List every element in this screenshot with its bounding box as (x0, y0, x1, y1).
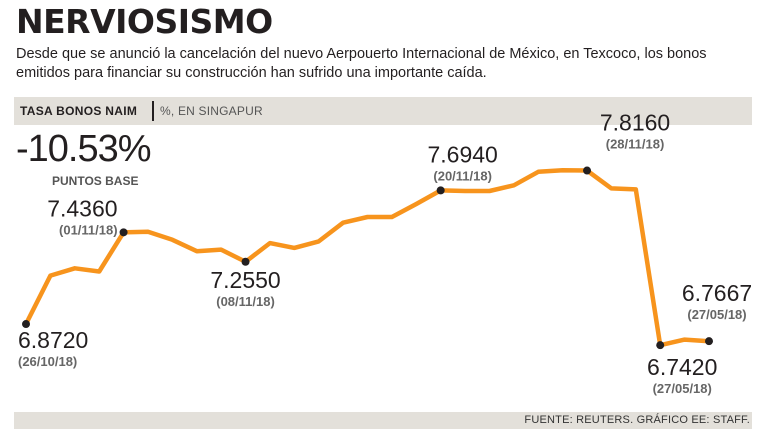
source-band (14, 412, 752, 429)
data-point-marker (583, 166, 592, 175)
data-value-label: 7.4360 (47, 195, 117, 221)
chart-title: NERVIOSISMO (16, 2, 273, 41)
data-date-label: (20/11/18) (433, 168, 492, 183)
data-value-label: 7.8160 (600, 110, 670, 136)
chart-subtitle: Desde que se anunció la cancelación del … (16, 46, 707, 81)
data-date-label: (28/11/18) (606, 137, 665, 152)
data-point-marker (22, 320, 30, 329)
source-note: FUENTE: REUTERS. GRÁFICO EE: STAFF. (524, 414, 750, 426)
change-unit: PUNTOS BASE (52, 174, 139, 188)
data-date-label: (08/11/18) (216, 294, 275, 309)
data-point-marker (705, 337, 713, 346)
data-point-marker (656, 341, 665, 350)
header-band (14, 97, 752, 125)
data-value-label: 7.6940 (427, 141, 497, 167)
band-separator (152, 101, 154, 121)
data-value-label: 6.7667 (682, 280, 752, 306)
data-date-label: (26/10/18) (18, 354, 77, 369)
data-value-label: 6.7420 (647, 354, 717, 380)
series-line (23, 167, 712, 348)
data-point-marker (436, 186, 445, 195)
series-unit: %, EN SINGAPUR (160, 104, 263, 118)
data-point-marker (119, 228, 128, 237)
data-date-label: (27/05/18) (687, 307, 746, 322)
data-value-label: 7.2550 (210, 267, 280, 293)
change-value: -10.53% (16, 128, 152, 170)
data-date-label: (01/11/18) (59, 222, 118, 237)
data-point-marker (241, 257, 250, 266)
series-label: TASA BONOS NAIM (20, 104, 138, 118)
data-date-label: (27/05/18) (653, 381, 712, 396)
data-value-label: 6.8720 (18, 327, 88, 353)
